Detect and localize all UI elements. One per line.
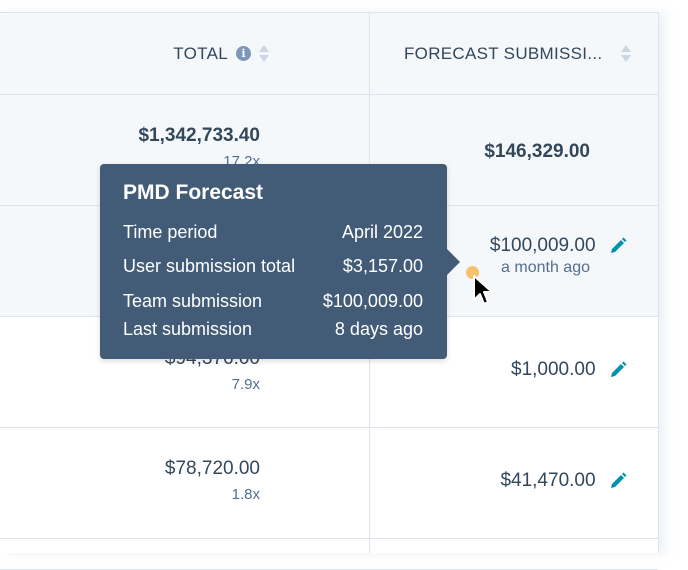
tooltip-row: Last submission 8 days ago <box>123 319 423 340</box>
total-multiplier: 1.8x <box>231 486 260 503</box>
pencil-icon[interactable] <box>608 360 628 380</box>
tooltip-value: April 2022 <box>341 222 423 242</box>
forecast-amount: $100,009.00 <box>489 235 596 256</box>
table-header: TOTAL i FORECAST SUBMISSI... <box>0 13 658 95</box>
forecast-tooltip: PMD Forecast Time period April 2022 User… <box>100 164 460 359</box>
total-amount: $78,720.00 <box>164 458 260 479</box>
tooltip-row: Team submission $100,009.00 <box>123 291 423 312</box>
pencil-icon[interactable] <box>608 236 628 256</box>
status-dot-icon[interactable] <box>466 266 479 279</box>
column-header-total[interactable]: TOTAL i <box>0 13 369 94</box>
tooltip-title: PMD Forecast <box>123 181 264 204</box>
tooltip-row: User submission total $3,157.00 <box>123 256 423 277</box>
table-row <box>0 539 658 570</box>
tooltip-arrow <box>447 249 460 275</box>
total-cell: $78,720.00 1.8x <box>165 458 260 503</box>
pencil-icon[interactable] <box>608 471 628 491</box>
tooltip-value: $3,157.00 <box>342 256 423 276</box>
sort-icon[interactable] <box>621 45 632 62</box>
forecast-amount: $41,470.00 <box>500 470 596 491</box>
forecast-submitted-time: a month ago <box>501 259 590 276</box>
forecast-amount: $146,329.00 <box>484 141 590 162</box>
column-header-forecast-submission[interactable]: FORECAST SUBMISSI... <box>370 13 658 94</box>
total-multiplier: 7.9x <box>231 376 260 393</box>
tooltip-label: Last submission <box>123 319 253 339</box>
tooltip-row: Time period April 2022 <box>123 222 423 243</box>
forecast-cell: $146,329.00 <box>484 141 590 163</box>
tooltip-value: $100,009.00 <box>322 291 423 311</box>
info-icon[interactable]: i <box>236 46 251 61</box>
total-amount: $1,342,733.40 <box>138 125 260 146</box>
tooltip-value: 8 days ago <box>334 319 423 339</box>
forecast-cell: $41,470.00 <box>500 470 628 492</box>
tooltip-label: Team submission <box>123 291 263 311</box>
sort-icon[interactable] <box>259 45 269 62</box>
table-row: $78,720.00 1.8x $41,470.00 <box>0 428 658 539</box>
forecast-cell: $1,000.00 <box>511 359 628 381</box>
column-header-forecast-label: FORECAST SUBMISSI... <box>404 43 603 63</box>
cursor-arrow-icon <box>473 275 493 305</box>
forecast-amount: $1,000.00 <box>511 359 596 380</box>
forecast-cell: $100,009.00 a month ago <box>490 235 628 277</box>
tooltip-label: Time period <box>123 222 218 242</box>
tooltip-label: User submission total <box>123 256 296 276</box>
column-header-total-label: TOTAL <box>173 43 228 63</box>
